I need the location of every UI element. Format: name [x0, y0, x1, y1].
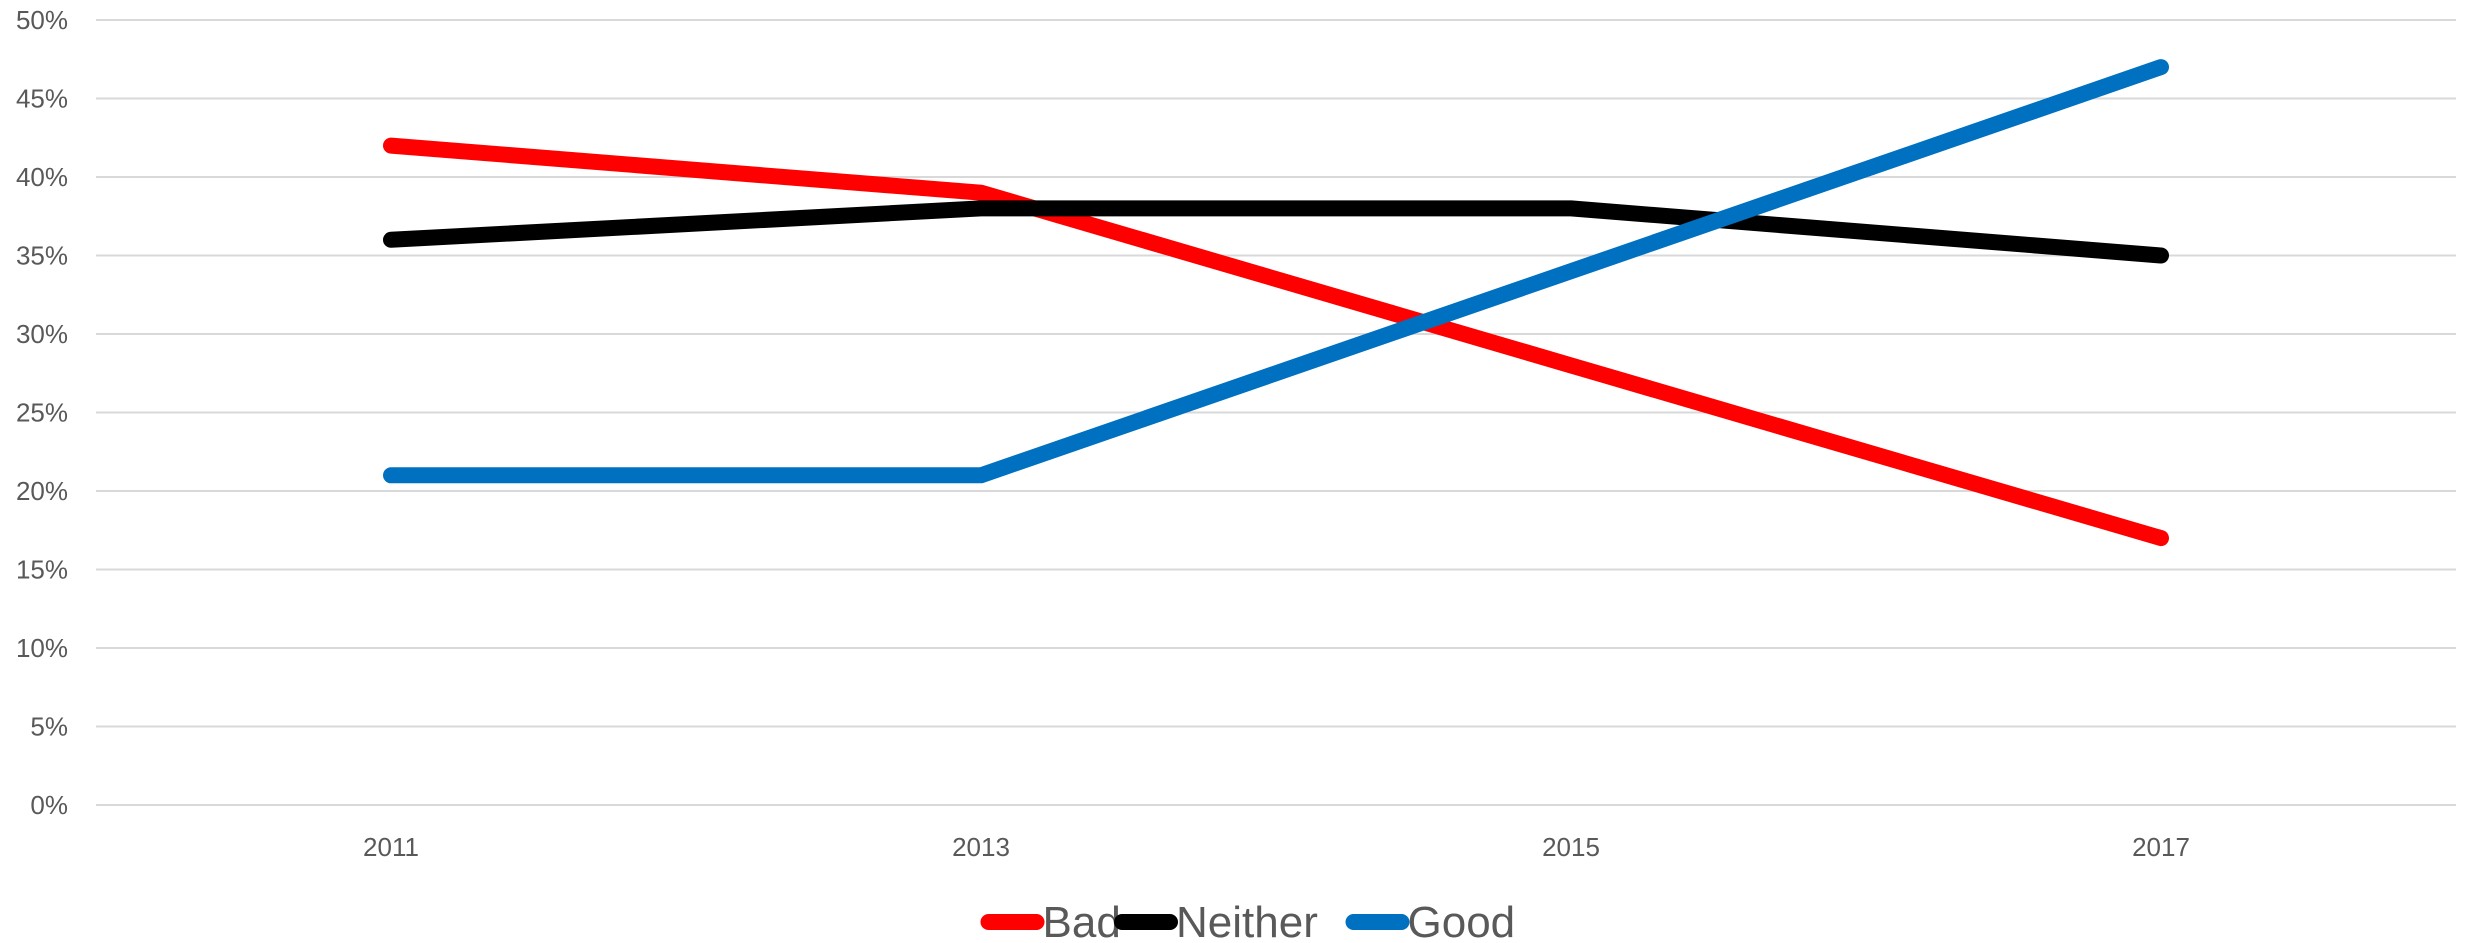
legend-item-good: Good: [1345, 898, 1516, 943]
x-tick-label: 2015: [1542, 832, 1600, 862]
series-line-neither: [383, 200, 2169, 264]
y-tick-label: 25%: [16, 398, 68, 428]
series-lines: [383, 59, 2169, 547]
x-tick-label: 2017: [2132, 832, 2190, 862]
y-tick-label: 35%: [16, 241, 68, 271]
y-tick-label: 20%: [16, 476, 68, 506]
y-tick-label: 15%: [16, 555, 68, 585]
series-line-bad: [383, 137, 2169, 547]
y-axis-ticks: 0% 5% 10% 15% 20% 25% 30% 35% 40% 45% 50%: [16, 5, 68, 820]
legend: Bad Neither Good: [980, 898, 1516, 943]
legend-item-neither: Neither: [1114, 898, 1318, 943]
y-tick-label: 0%: [30, 790, 68, 820]
y-tick-label: 50%: [16, 5, 68, 35]
x-tick-label: 2013: [952, 832, 1010, 862]
y-tick-label: 5%: [30, 712, 68, 742]
y-tick-label: 45%: [16, 84, 68, 114]
y-tick-label: 30%: [16, 319, 68, 349]
legend-label: Good: [1408, 898, 1516, 943]
gridlines: [96, 19, 2456, 806]
x-tick-label: 2011: [363, 832, 419, 862]
y-tick-label: 10%: [16, 633, 68, 663]
series-line-good: [383, 59, 2169, 484]
legend-label: Neither: [1176, 898, 1318, 943]
legend-item-bad: Bad: [980, 898, 1121, 943]
legend-label: Bad: [1043, 898, 1121, 943]
y-tick-label: 40%: [16, 162, 68, 192]
x-axis-ticks: 2011 2013 2015 2017: [363, 832, 2190, 862]
